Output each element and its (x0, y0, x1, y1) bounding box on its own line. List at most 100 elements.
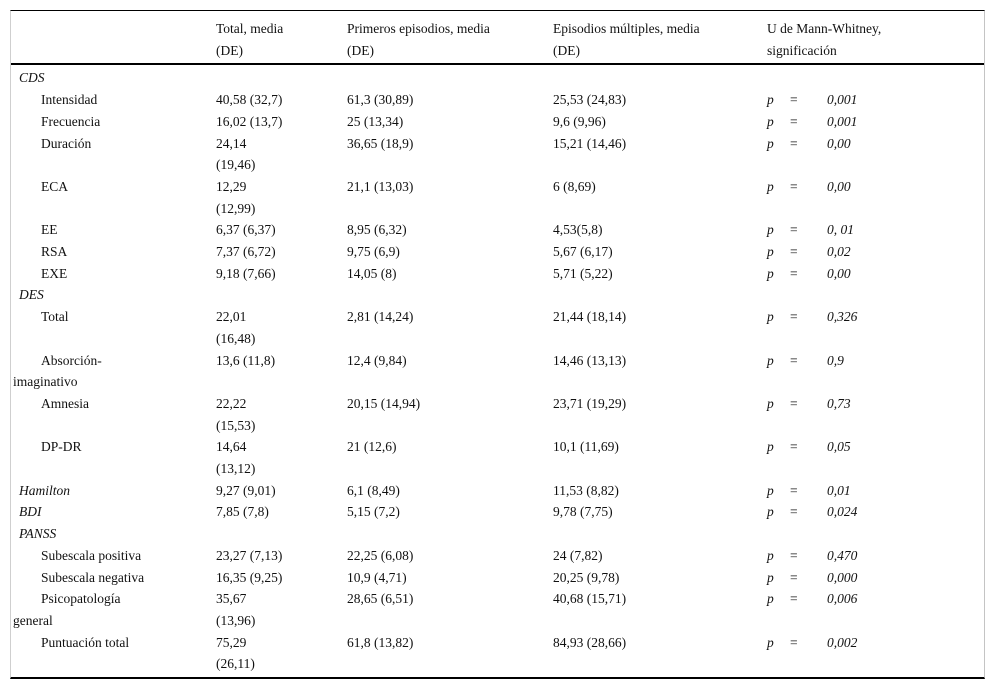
row-label: Absorción- imaginativo (13, 352, 102, 390)
significance-cell: p = 0,02 (767, 241, 984, 263)
p-value: 0,00 (827, 135, 851, 151)
equals-symbol: = (790, 591, 798, 607)
significance-cell: p = 0,00 (767, 263, 984, 285)
p-value: 0,024 (827, 504, 858, 520)
primeros-episodios-cell: 61,3 (30,89) (347, 92, 414, 108)
episodios-multiples-cell: 84,93 (28,66) (553, 634, 627, 650)
primeros-episodios-cell: 12,4 (9,84) (347, 352, 407, 368)
episodios-multiples-cell: 14,46 (13,13) (553, 352, 627, 368)
column-header-primeros-episodios: Primeros episodios, media (DE) (347, 21, 490, 58)
episodios-multiples-cell: 25,53 (24,83) (553, 92, 627, 108)
significance-cell: p = 0,73 (767, 393, 984, 415)
primeros-episodios-cell: 2,81 (14,24) (347, 309, 414, 325)
episodios-multiples-cell: 5,71 (5,22) (553, 265, 613, 281)
total-cell: 24,14 (19,46) (216, 135, 256, 173)
table-row: Subescala positiva 23,27 (7,13) 22,25 (6… (11, 545, 984, 567)
episodios-multiples-cell: 9,6 (9,96) (553, 113, 606, 129)
episodios-multiples-cell: 20,25 (9,78) (553, 569, 620, 585)
p-value: 0,00 (827, 265, 851, 281)
primeros-episodios-cell: 14,05 (8) (347, 265, 397, 281)
total-cell: 16,35 (9,25) (216, 569, 283, 585)
total-cell: 7,37 (6,72) (216, 244, 276, 260)
p-symbol: p (767, 504, 774, 520)
table-row: Psicopatología general 35,67 (13,96) 28,… (11, 588, 984, 631)
p-value: 0,001 (827, 92, 858, 108)
p-symbol: p (767, 439, 774, 455)
row-label: RSA (41, 244, 68, 260)
row-label: Subescala positiva (41, 547, 142, 563)
p-value: 0,000 (827, 569, 858, 585)
row-label: Subescala negativa (41, 569, 145, 585)
significance-cell: p = 0,002 (767, 632, 984, 654)
table-row: EE 6,37 (6,37) 8,95 (6,32) 4,53(5,8) p = 0… (11, 219, 984, 241)
primeros-episodios-cell: 61,8 (13,82) (347, 634, 414, 650)
significance-cell: p = 0,00 (767, 133, 984, 155)
table-row: Amnesia 22,22 (15,53) 20,15 (14,94) 23,7… (11, 393, 984, 436)
primeros-episodios-cell: 21 (12,6) (347, 439, 397, 455)
equals-symbol: = (790, 92, 798, 108)
equals-symbol: = (790, 222, 798, 238)
significance-cell: p = 0,00 (767, 176, 984, 198)
table-row: BDI 7,85 (7,8) 5,15 (7,2) 9,78 (7,75) p =… (11, 501, 984, 523)
total-cell: 22,01 (16,48) (216, 309, 256, 346)
row-label: Puntuación total (41, 634, 130, 650)
equals-symbol: = (790, 504, 798, 520)
table-row: Intensidad 40,58 (32,7) 61,3 (30,89) 25,… (11, 89, 984, 111)
table-body: CDS Intensidad 40,58 (32,7) 61,3 (30,89)… (11, 65, 984, 677)
p-value: 0,006 (827, 591, 858, 607)
significance-cell: p = 0,001 (767, 89, 984, 111)
p-value: 0,470 (827, 547, 858, 563)
total-cell: 7,85 (7,8) (216, 504, 269, 520)
equals-symbol: = (790, 265, 798, 281)
p-value: 0,326 (827, 309, 858, 325)
table-row: DP-DR 14,64 (13,12) 21 (12,6) 10,1 (11,6… (11, 436, 984, 479)
significance-cell: p = 0,006 (767, 588, 984, 610)
primeros-episodios-cell: 25 (13,34) (347, 113, 404, 129)
equals-symbol: = (790, 352, 798, 368)
episodios-multiples-cell: 24 (7,82) (553, 547, 603, 563)
row-label: Frecuencia (41, 113, 101, 129)
equals-symbol: = (790, 482, 798, 498)
p-symbol: p (767, 395, 774, 411)
episodios-multiples-cell: 9,78 (7,75) (553, 504, 613, 520)
row-label: BDI (19, 504, 42, 520)
equals-symbol: = (790, 309, 798, 325)
significance-cell: p = 0,9 (767, 350, 984, 372)
table-row: ECA 12,29 (12,99) 21,1 (13,03) 6 (8,69) … (11, 176, 984, 219)
equals-symbol: = (790, 569, 798, 585)
episodios-multiples-cell: 40,68 (15,71) (553, 591, 627, 607)
significance-cell: p = 0,000 (767, 567, 984, 589)
primeros-episodios-cell: 28,65 (6,51) (347, 591, 414, 607)
row-label: Total (41, 309, 69, 325)
p-value: 0,001 (827, 113, 858, 129)
equals-symbol: = (790, 135, 798, 151)
total-cell: 9,18 (7,66) (216, 265, 276, 281)
total-cell: 75,29 (26,11) (216, 634, 255, 672)
equals-symbol: = (790, 113, 798, 129)
p-value: 0,05 (827, 439, 851, 455)
equals-symbol: = (790, 634, 798, 650)
p-value: 0,9 (827, 352, 844, 368)
p-symbol: p (767, 244, 774, 260)
primeros-episodios-cell: 8,95 (6,32) (347, 222, 407, 238)
primeros-episodios-cell: 10,9 (4,71) (347, 569, 407, 585)
episodios-multiples-cell: 5,67 (6,17) (553, 244, 613, 260)
table-row: CDS (11, 67, 984, 89)
row-label: Intensidad (41, 92, 98, 108)
significance-cell: p = 0, 01 (767, 219, 984, 241)
total-cell: 6,37 (6,37) (216, 222, 276, 238)
p-value: 0,01 (827, 482, 851, 498)
p-symbol: p (767, 634, 774, 650)
total-cell: 23,27 (7,13) (216, 547, 283, 563)
row-label: Hamilton (19, 482, 71, 498)
p-value: 0, 01 (827, 222, 854, 238)
primeros-episodios-cell: 36,65 (18,9) (347, 135, 414, 151)
primeros-episodios-cell: 9,75 (6,9) (347, 244, 400, 260)
episodios-multiples-cell: 11,53 (8,82) (553, 482, 619, 498)
total-cell: 22,22 (15,53) (216, 395, 256, 433)
total-cell: 14,64 (13,12) (216, 439, 256, 477)
significance-cell: p = 0,001 (767, 111, 984, 133)
table-row: Hamilton 9,27 (9,01) 6,1 (8,49) 11,53 (8… (11, 480, 984, 502)
total-cell: 9,27 (9,01) (216, 482, 276, 498)
total-cell: 40,58 (32,7) (216, 92, 283, 108)
